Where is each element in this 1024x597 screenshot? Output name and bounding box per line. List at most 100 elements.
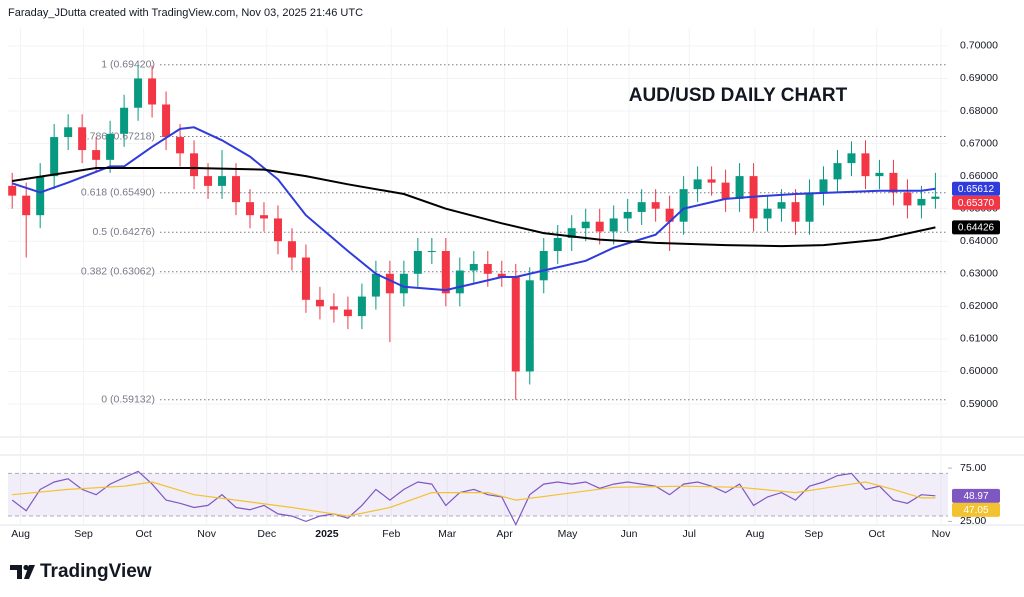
candle-body xyxy=(64,127,73,138)
x-tick-label: Aug xyxy=(746,528,765,540)
candle-body xyxy=(665,208,674,222)
x-tick-label: Dec xyxy=(257,528,276,540)
candle-body xyxy=(623,211,632,219)
y-tick-label: 0.67000 xyxy=(960,137,998,149)
candle-body xyxy=(469,264,478,271)
candle-body xyxy=(134,78,143,108)
candle-body xyxy=(847,153,856,164)
candle-body xyxy=(581,221,590,229)
candle-body xyxy=(22,195,31,216)
candle-body xyxy=(162,104,171,138)
y-tick-label: 0.60000 xyxy=(960,365,998,377)
candle-body xyxy=(36,176,45,216)
x-tick-label: Oct xyxy=(136,528,152,540)
candle-body xyxy=(92,150,101,160)
candle-body xyxy=(511,277,520,372)
candle-body xyxy=(148,78,157,105)
candle-body xyxy=(763,208,772,219)
y-tick-label: 75.00 xyxy=(960,462,986,474)
candle-body xyxy=(204,176,213,186)
candle-body xyxy=(427,250,436,252)
candle-body xyxy=(735,176,744,199)
candle-body xyxy=(218,176,227,186)
y-tick-label: 0.62000 xyxy=(960,300,998,312)
y-tick-label: 0.70000 xyxy=(960,40,998,52)
candle-body xyxy=(707,179,716,183)
candle-body xyxy=(329,306,338,310)
last-value-label: 0.65370 xyxy=(958,198,995,209)
line-series xyxy=(11,126,936,292)
logo-text: TradingView xyxy=(40,561,152,582)
candle-body xyxy=(50,137,59,177)
candle-body xyxy=(483,264,492,274)
line-series xyxy=(12,167,936,248)
fib-label: 0.618 (0.65490) xyxy=(81,187,155,199)
chart-title: AUD/USD DAILY CHART xyxy=(629,85,848,106)
candle-body xyxy=(805,192,814,222)
candle-body xyxy=(273,218,282,242)
logo-mark xyxy=(23,564,29,571)
candle-body xyxy=(679,189,688,222)
candle-body xyxy=(106,133,115,160)
fib-label: 0.5 (0.64276) xyxy=(93,226,155,238)
candle-body xyxy=(567,228,576,238)
candle-body xyxy=(833,163,842,180)
last-value-label: 0.65612 xyxy=(958,184,995,195)
x-tick-label: Sep xyxy=(804,528,823,540)
y-tick-label: 0.61000 xyxy=(960,333,998,345)
header-text: Faraday_JDutta created with TradingView.… xyxy=(8,7,363,19)
fib-label: 0.786 (0.67218) xyxy=(81,130,155,142)
candle-body xyxy=(120,107,129,134)
candle-body xyxy=(441,250,450,294)
candle-body xyxy=(553,237,562,251)
candle-body xyxy=(609,218,618,232)
candle-body xyxy=(917,198,926,206)
candle-body xyxy=(78,127,87,151)
last-value-badge xyxy=(952,488,1000,503)
x-tick-label: Nov xyxy=(932,528,951,540)
y-tick-label: 0.66000 xyxy=(960,170,998,182)
candle-body xyxy=(931,196,940,199)
candle-body xyxy=(875,172,884,177)
candle-body xyxy=(259,215,268,219)
x-tick-label: Aug xyxy=(11,528,30,540)
y-tick-label: 0.68000 xyxy=(960,105,998,117)
candle-body xyxy=(791,202,800,222)
candle-body xyxy=(889,172,898,193)
last-value-label: 47.05 xyxy=(963,505,988,516)
candle-body xyxy=(455,270,464,294)
y-tick-label: 25.00 xyxy=(960,515,986,527)
x-tick-label: Jul xyxy=(683,528,696,540)
candle-body xyxy=(497,273,506,278)
y-tick-label: 0.69000 xyxy=(960,72,998,84)
candle-body xyxy=(245,202,254,216)
candle-body xyxy=(385,273,394,294)
candle-body xyxy=(371,273,380,297)
y-tick-label: 0.59000 xyxy=(960,398,998,410)
last-value-badge xyxy=(952,220,1000,235)
candle-body xyxy=(287,241,296,258)
y-tick-label: 0.63000 xyxy=(960,268,998,280)
candle-body xyxy=(8,185,17,196)
x-tick-label: May xyxy=(558,528,579,540)
candle-body xyxy=(777,202,786,209)
x-tick-label: Feb xyxy=(382,528,400,540)
candle-body xyxy=(539,250,548,281)
last-value-badge xyxy=(952,181,1000,196)
line-series xyxy=(11,470,936,526)
x-tick-label: Apr xyxy=(496,528,513,540)
candle-body xyxy=(232,176,241,203)
line-series xyxy=(12,481,936,517)
candle-body xyxy=(637,202,646,212)
candle-body xyxy=(819,179,828,193)
candle-body xyxy=(399,273,408,294)
candle-body xyxy=(301,257,310,300)
last-value-label: 48.97 xyxy=(963,491,988,502)
y-tick-label: 0.64000 xyxy=(960,235,998,247)
candle-body xyxy=(176,137,185,154)
candle-body xyxy=(595,221,604,232)
candle-body xyxy=(413,250,422,274)
candle-body xyxy=(343,309,352,317)
candle-body xyxy=(721,182,730,199)
